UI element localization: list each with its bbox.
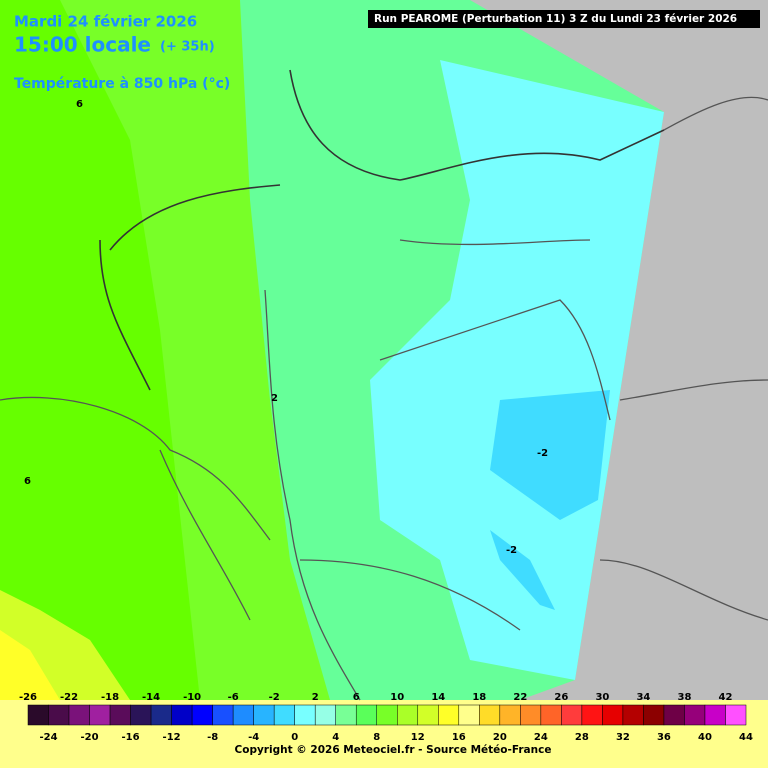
legend-label: 22	[513, 692, 527, 703]
legend-swatch	[68, 704, 90, 726]
contour-label: 6	[76, 99, 83, 110]
legend-label: 6	[353, 692, 360, 703]
legend-swatch	[130, 704, 152, 726]
legend-label: 36	[657, 732, 671, 743]
legend-label: 14	[431, 692, 445, 703]
legend-swatch	[376, 704, 398, 726]
legend-swatch	[663, 704, 685, 726]
legend-swatch	[212, 704, 234, 726]
legend-swatch	[499, 704, 521, 726]
legend-swatch	[520, 704, 542, 726]
legend-swatch	[540, 704, 562, 726]
legend-label: 24	[534, 732, 548, 743]
legend-label: 32	[616, 732, 630, 743]
copyright: Copyright © 2026 Meteociel.fr - Source M…	[235, 744, 552, 756]
legend-label: -14	[142, 692, 160, 703]
legend-swatch	[89, 704, 111, 726]
legend-swatch	[48, 704, 70, 726]
legend-swatch	[335, 704, 357, 726]
color-legend: -26 -22 -18 -14 -10 -6 -2 2 6 10 14 18 22 26 30 34 38 42-…	[19, 692, 753, 743]
legend-swatch	[561, 704, 583, 726]
legend-swatch	[232, 704, 254, 726]
legend-swatch	[725, 704, 747, 726]
legend-swatch	[355, 704, 377, 726]
legend-swatch	[643, 704, 665, 726]
legend-label: 34	[636, 692, 650, 703]
date: Mardi 24 février 2026	[14, 13, 197, 31]
legend-label: 28	[575, 732, 589, 743]
parameter: Température à 850 hPa (°c)	[14, 76, 230, 92]
legend-swatch	[438, 704, 460, 726]
legend-label: 16	[452, 732, 466, 743]
run-box	[368, 10, 760, 28]
legend-swatch	[704, 704, 726, 726]
legend-label: 12	[411, 732, 425, 743]
legend-label: 10	[390, 692, 404, 703]
legend-label: 40	[698, 732, 712, 743]
legend-swatch	[314, 704, 336, 726]
legend-swatch	[27, 704, 49, 726]
legend-swatch	[109, 704, 131, 726]
borders	[0, 69, 768, 701]
legend-label: 8	[373, 732, 380, 743]
legend-swatch	[602, 704, 624, 726]
legend-swatch	[581, 704, 603, 726]
legend-swatch	[684, 704, 706, 726]
time: 15:00 locale	[14, 33, 151, 57]
legend-swatch	[294, 704, 316, 726]
legend-label: -6	[228, 692, 239, 703]
legend-swatch	[150, 704, 172, 726]
legend-label: 26	[554, 692, 568, 703]
legend-label: -22	[60, 692, 78, 703]
legend-swatch	[191, 704, 213, 726]
legend-label: 42	[719, 692, 733, 703]
legend-label: -2	[269, 692, 280, 703]
legend-swatch	[253, 704, 275, 726]
legend-swatch	[171, 704, 193, 726]
legend-label: -8	[207, 732, 218, 743]
legend-label: 0	[291, 732, 298, 743]
legend-label: 2	[312, 692, 319, 703]
legend-label: 30	[595, 692, 609, 703]
legend-label: 18	[472, 692, 486, 703]
legend-label: -12	[163, 732, 181, 743]
legend-label: -18	[101, 692, 119, 703]
legend-label: 44	[739, 732, 753, 743]
legend-label: 4	[332, 732, 339, 743]
legend-label: -24	[39, 732, 57, 743]
legend-label: 38	[677, 692, 691, 703]
contour-label: 6	[24, 476, 31, 487]
legend-swatch	[417, 704, 439, 726]
legend-swatch	[273, 704, 295, 726]
legend-label: -4	[248, 732, 259, 743]
contour-label: -2	[506, 545, 517, 556]
legend-swatch	[458, 704, 480, 726]
run-info: Run PEAROME (Perturbation 11) 3 Z du Lun…	[374, 13, 737, 25]
legend-swatch	[479, 704, 501, 726]
legend-swatch	[397, 704, 419, 726]
legend-label: -16	[122, 732, 140, 743]
legend-label: -10	[183, 692, 201, 703]
contour-label: 2	[271, 393, 278, 404]
contour-label: -2	[537, 448, 548, 459]
legend-label: -20	[81, 732, 99, 743]
lead-time: (+ 35h)	[160, 40, 215, 55]
legend-label: -26	[19, 692, 37, 703]
legend-swatch	[622, 704, 644, 726]
legend-label: 20	[493, 732, 507, 743]
